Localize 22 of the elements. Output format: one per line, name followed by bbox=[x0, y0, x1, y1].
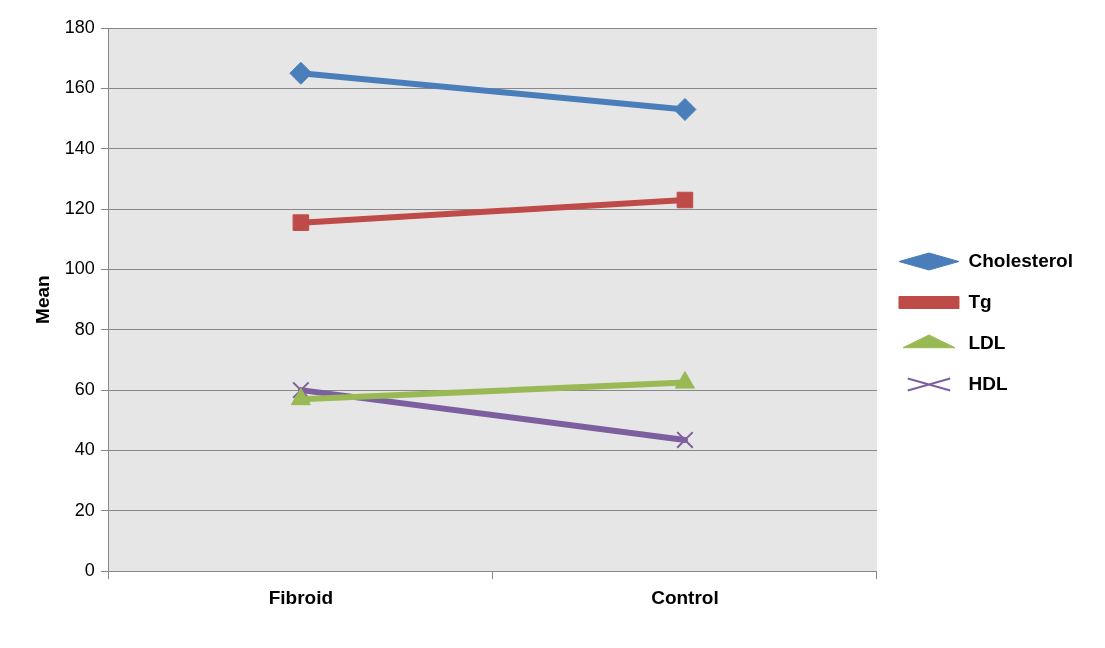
y-tick-label: 80 bbox=[74, 318, 95, 339]
y-tick-label: 180 bbox=[64, 16, 95, 37]
y-tick-label: 0 bbox=[84, 560, 95, 581]
legend-label: HDL bbox=[968, 372, 1008, 394]
y-tick-label: 160 bbox=[64, 77, 95, 98]
y-tick-label: 20 bbox=[74, 499, 95, 520]
point bbox=[676, 431, 694, 449]
x-tick-label: Control bbox=[651, 586, 719, 608]
y-tick-label: 120 bbox=[64, 198, 95, 219]
y-tick-label: 40 bbox=[74, 439, 95, 460]
y-tick-label: 60 bbox=[74, 379, 95, 400]
point bbox=[676, 191, 694, 209]
x-tick-label: Fibroid bbox=[268, 586, 334, 608]
point bbox=[292, 214, 310, 231]
point bbox=[289, 61, 313, 85]
y-tick-label: 100 bbox=[64, 258, 95, 279]
legend-label: Tg bbox=[968, 290, 992, 312]
y-tick-label: 140 bbox=[64, 137, 95, 158]
y-axis-title: Mean bbox=[31, 275, 53, 324]
point bbox=[673, 97, 697, 121]
legend-label: LDL bbox=[968, 331, 1006, 353]
legend-label: Cholesterol bbox=[968, 249, 1074, 271]
